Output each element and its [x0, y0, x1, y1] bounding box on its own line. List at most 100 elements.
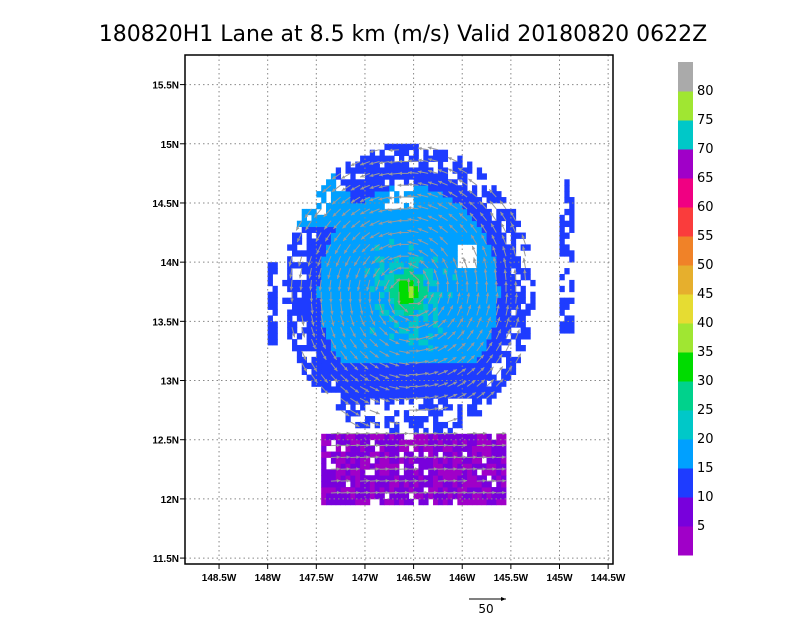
wind-speed-cell: [360, 463, 366, 470]
wind-speed-cell: [423, 226, 429, 233]
wind-speed-cell: [433, 238, 439, 245]
wind-vector-head: [407, 194, 412, 198]
wind-speed-cell: [403, 291, 410, 299]
colorbar-swatch: [678, 91, 693, 121]
wind-speed-cell: [340, 404, 346, 411]
wind-vector-head: [395, 386, 400, 390]
colorbar-label: 45: [697, 287, 714, 302]
wind-speed-cell: [467, 291, 473, 299]
wind-speed-cell: [369, 392, 376, 399]
wind-vector-head: [461, 343, 466, 347]
wind-speed-cell: [467, 232, 473, 239]
wind-speed-cell: [389, 380, 395, 387]
wind-speed-cell: [501, 279, 507, 287]
wind-speed-cell: [462, 191, 468, 198]
wind-speed-cell: [311, 226, 317, 233]
wind-speed-cell: [340, 356, 346, 364]
wind-vector-head: [448, 202, 453, 207]
wind-vector-head: [451, 318, 455, 323]
wind-speed-cell: [316, 327, 322, 334]
wind-vector-head: [397, 207, 402, 211]
wind-speed-cell: [330, 173, 337, 180]
wind-speed-cell: [515, 220, 521, 228]
wind-speed-cell: [496, 487, 502, 494]
wind-speed-cell: [316, 262, 322, 269]
wind-speed-cell: [457, 457, 463, 464]
wind-speed-cell: [292, 339, 298, 346]
wind-speed-cell: [403, 268, 410, 275]
wind-speed-cell: [364, 273, 371, 281]
wind-speed-cell: [413, 421, 419, 429]
wind-vector-head: [380, 310, 384, 315]
wind-speed-cell: [350, 345, 356, 352]
wind-speed-cell: [384, 333, 390, 340]
wind-speed-cell: [369, 315, 376, 322]
wind-speed-cell: [389, 244, 395, 251]
wind-speed-cell: [384, 256, 390, 263]
wind-speed-cell: [403, 262, 410, 269]
wind-speed-cell: [374, 161, 380, 168]
wind-speed-cell: [462, 492, 468, 500]
wind-speed-cell: [569, 279, 575, 287]
wind-speed-cell: [442, 498, 449, 506]
wind-speed-cell: [345, 433, 351, 441]
wind-speed-cell: [326, 226, 332, 233]
wind-vector-head: [404, 431, 409, 436]
wind-speed-cell: [360, 202, 366, 210]
wind-speed-cell: [355, 232, 361, 239]
wind-speed-cell: [360, 392, 366, 399]
wind-vector-head: [289, 286, 294, 291]
wind-speed-cell: [389, 273, 395, 281]
wind-vector-head: [397, 195, 402, 199]
wind-speed-cell: [340, 327, 346, 334]
wind-speed-cell: [481, 273, 487, 281]
wind-speed-cell: [471, 197, 478, 204]
wind-speed-cell: [481, 315, 487, 322]
wind-speed-cell: [360, 279, 366, 287]
wind-speed-cell: [418, 185, 424, 192]
wind-speed-cell: [433, 469, 439, 476]
wind-vector-head: [491, 223, 495, 228]
wind-speed-cell: [418, 421, 424, 429]
wind-speed-cell: [369, 262, 376, 269]
wind-vector-head: [289, 274, 293, 279]
wind-speed-cell: [491, 309, 497, 316]
wind-speed-cell: [360, 232, 366, 239]
wind-speed-cell: [423, 368, 429, 376]
wind-speed-cell: [403, 208, 410, 216]
wind-speed-cell: [384, 445, 390, 452]
wind-vector-head: [398, 171, 402, 176]
wind-speed-cell: [345, 339, 351, 346]
wind-speed-cell: [267, 291, 273, 299]
wind-speed-cell: [340, 457, 346, 464]
wind-speed-cell: [296, 333, 303, 340]
wind-speed-cell: [394, 451, 400, 458]
wind-vector-head: [443, 455, 448, 459]
wind-speed-cell: [364, 238, 371, 245]
wind-vector-head: [478, 316, 482, 321]
wind-speed-cell: [501, 439, 507, 447]
wind-speed-cell: [501, 303, 507, 310]
wind-vector-head: [434, 383, 439, 387]
wind-vector-head: [364, 377, 369, 381]
wind-vector-head: [466, 292, 471, 297]
wind-speed-cell: [447, 279, 453, 287]
wind-speed-cell: [467, 439, 473, 447]
wind-vector-head: [473, 257, 477, 262]
wind-speed-cell: [408, 345, 414, 352]
wind-speed-cell: [501, 492, 507, 500]
wind-speed-cell: [335, 262, 342, 269]
wind-speed-cell: [447, 197, 453, 204]
wind-speed-cell: [350, 238, 356, 245]
wind-speed-cell: [428, 173, 434, 180]
wind-vector-head: [468, 190, 473, 194]
wind-speed-cell: [462, 386, 468, 393]
wind-vector-head: [449, 224, 454, 229]
wind-speed-cell: [491, 291, 497, 299]
wind-speed-cell: [335, 433, 342, 441]
wind-speed-cell: [379, 439, 385, 447]
wind-speed-cell: [462, 297, 468, 304]
wind-vector-head: [498, 354, 503, 359]
wind-speed-cell: [428, 457, 434, 464]
wind-speed-cell: [301, 315, 307, 322]
